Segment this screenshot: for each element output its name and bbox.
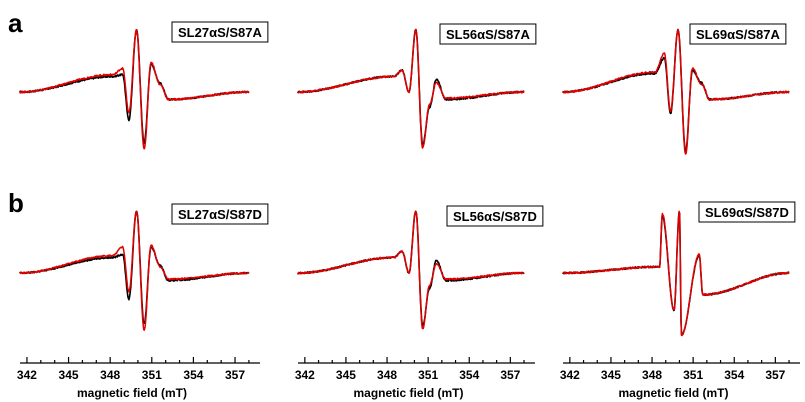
x-tick-label: 342 [560,368,580,382]
sample-label-box [446,205,544,227]
sample-label: SL27αS/S87D [178,207,262,222]
spectrum-plot-4: SL56αS/S87D [297,205,544,330]
x-tick-label: 348 [642,368,662,382]
sample-label: SL69αS/S87A [696,27,780,42]
spectrum-trace-red [19,210,250,331]
x-axis-title: magnetic field (mT) [353,386,463,400]
sample-label: SL27αS/S87A [178,25,262,40]
x-tick-label: 345 [59,368,79,382]
x-tick-label: 342 [295,368,315,382]
x-tick-label: 345 [336,368,356,382]
x-tick-label: 357 [225,368,245,382]
sample-label-box [439,23,537,45]
spectrum-trace-red [297,28,525,149]
panel-letter-a: a [8,8,23,38]
x-tick-label: 354 [183,368,203,382]
spectrum-trace-red [562,29,790,155]
x-tick-label: 342 [17,368,37,382]
x-axis-2: 342 345 348 351 354 357 magnetic field (mT) [560,357,800,400]
x-tick-label: 354 [459,368,479,382]
x-tick-label: 354 [724,368,744,382]
x-tick-label: 345 [601,368,621,382]
sample-label-box [171,203,269,225]
x-tick-label: 351 [142,368,162,382]
sample-label: SL56αS/S87A [446,27,530,42]
x-axis-0: 342 345 348 351 354 357 magnetic field (mT) [17,357,260,400]
x-tick-label: 351 [418,368,438,382]
x-axis-title: magnetic field (mT) [618,386,728,400]
spectrum-plot-3: SL27αS/S87D [19,203,269,331]
x-tick-label: 348 [377,368,397,382]
x-tick-label: 357 [500,368,520,382]
spectrum-plot-1: SL56αS/S87A [297,23,537,149]
sample-label-box [698,201,796,223]
sample-label-box [689,23,787,45]
x-tick-label: 357 [765,368,785,382]
spectrum-trace-red [297,210,525,330]
x-tick-label: 351 [683,368,703,382]
spectrum-plot-0: SL27αS/S87A [19,21,269,150]
panel-letter-b: b [8,188,24,218]
x-axis-title: magnetic field (mT) [77,386,187,400]
spectrum-trace-red [19,28,250,150]
sample-label: SL69αS/S87D [705,205,789,220]
x-axis-1: 342 345 348 351 354 357 magnetic field (mT) [295,357,535,400]
sample-label-box [171,21,269,43]
spectrum-plot-5: SL69αS/S87D [562,201,796,337]
sample-label: SL56αS/S87D [453,209,537,224]
spectrum-plot-2: SL69αS/S87A [562,23,790,155]
spectrum-trace-red [562,210,790,337]
x-tick-label: 348 [100,368,120,382]
